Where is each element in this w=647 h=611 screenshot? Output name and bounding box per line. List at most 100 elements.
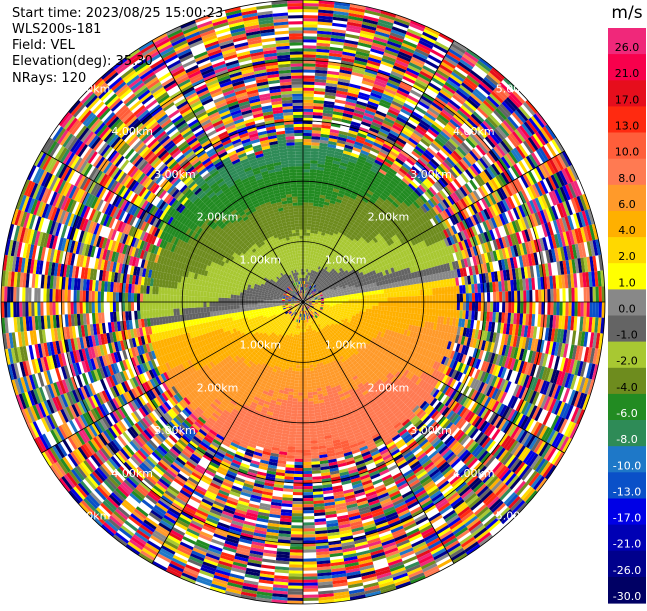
range-gate: [593, 287, 596, 302]
range-gate: [372, 309, 376, 313]
range-gate: [303, 70, 315, 73]
range-gate: [310, 160, 318, 164]
range-gate: [387, 302, 390, 307]
range-gate: [303, 94, 314, 97]
range-gate: [345, 34, 360, 40]
range-gate: [357, 296, 360, 299]
range-gate: [378, 290, 382, 294]
range-gate: [303, 151, 311, 154]
range-gate: [303, 85, 314, 88]
range-gate: [366, 299, 369, 303]
range-gate: [303, 66, 315, 69]
range-gate: [559, 302, 562, 316]
range-gate: [311, 154, 319, 158]
range-gate: [426, 289, 430, 296]
range-gate: [403, 302, 406, 307]
range-gate: [378, 302, 381, 306]
range-gate: [305, 254, 308, 257]
range-gate: [450, 286, 454, 294]
range-gate: [310, 230, 314, 234]
range-gate: [565, 302, 568, 316]
range-gate: [366, 305, 369, 309]
range-gate: [372, 479, 383, 486]
range-gate: [508, 302, 511, 313]
range-gate: [339, 296, 342, 298]
range-gate: [394, 297, 397, 302]
range-gate: [312, 245, 315, 249]
range-gate: [303, 30, 317, 33]
range-gate: [357, 308, 360, 311]
range-gate: [333, 304, 336, 306]
range-gate: [375, 302, 378, 306]
range-gate: [303, 154, 311, 157]
range-gate: [303, 21, 318, 24]
range-gate: [466, 293, 469, 302]
range-gate: [432, 309, 436, 316]
range-gate: [375, 306, 378, 310]
range-gate: [436, 302, 439, 309]
range-gate: [456, 286, 460, 294]
range-gate: [393, 292, 396, 297]
range-gate: [339, 304, 342, 306]
range-gate: [381, 310, 385, 315]
range-gate: [444, 309, 448, 317]
range-gate: [369, 295, 372, 299]
range-gate: [438, 309, 442, 316]
range-gate: [303, 202, 308, 205]
range-gate: [303, 139, 312, 142]
range-gate: [372, 306, 375, 310]
range-gate: [475, 302, 478, 311]
range-gate: [562, 388, 570, 403]
range-gate: [303, 100, 314, 103]
range-gate: [372, 302, 375, 306]
range-gate: [562, 288, 565, 302]
range-gate: [303, 230, 307, 233]
range-gate: [529, 290, 532, 302]
range-gate: [354, 302, 357, 305]
range-gate: [562, 302, 565, 316]
range-gate: [310, 172, 317, 176]
range-gate: [550, 302, 553, 315]
range-gate: [429, 288, 433, 295]
range-gate: [459, 285, 463, 294]
range-gate: [378, 298, 381, 302]
range-gate: [593, 302, 596, 317]
range-gate: [405, 291, 409, 297]
range-gate: [568, 302, 571, 316]
range-gate: [303, 224, 307, 227]
range-gate: [574, 288, 577, 302]
range-gate: [553, 302, 556, 315]
range-gate: [441, 309, 445, 317]
range-gate: [335, 99, 346, 104]
range-gate: [333, 299, 336, 301]
range-gate: [460, 294, 463, 302]
range-gate: [505, 302, 508, 313]
range-gate: [306, 245, 309, 248]
range-gate: [433, 302, 436, 309]
range-gate: [453, 286, 457, 294]
range-gate: [303, 184, 309, 187]
range-gate: [303, 63, 316, 66]
range-gate: [307, 221, 311, 224]
range-gate: [372, 291, 376, 295]
range-gate: [412, 296, 415, 302]
range-gate: [365, 312, 369, 316]
range-gate: [514, 302, 517, 313]
range-gate: [599, 302, 602, 318]
range-gate: [502, 291, 505, 302]
range-gate: [307, 233, 311, 236]
range-gate: [445, 294, 448, 302]
range-gate: [487, 302, 490, 312]
range-gate: [311, 142, 320, 146]
range-gate: [303, 39, 317, 42]
range-gate: [360, 302, 363, 305]
range-gate: [466, 302, 469, 311]
range-gate: [547, 302, 550, 315]
range-gate: [357, 305, 360, 308]
range-gate: [342, 304, 345, 306]
range-gate: [590, 287, 593, 302]
range-gate: [451, 294, 454, 302]
range-gate: [396, 292, 399, 297]
range-gate: [451, 302, 454, 310]
range-gate: [459, 310, 463, 319]
